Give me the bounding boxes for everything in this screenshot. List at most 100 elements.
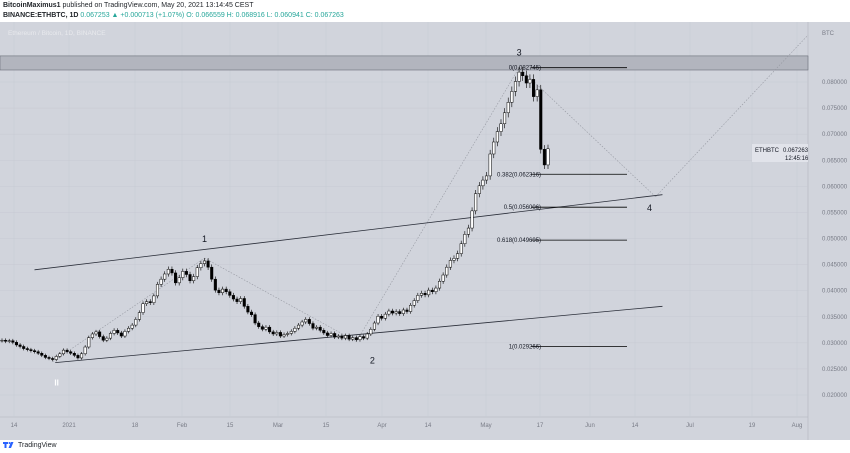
- resistance-zone: [0, 55, 809, 71]
- chart-title: Ethereum / Bitcoin, 1D, BINANCE: [8, 30, 106, 37]
- last-price-label: 0.067263: [783, 148, 809, 154]
- candle-body: [492, 141, 496, 155]
- tradingview-logo[interactable]: TradingView: [3, 441, 57, 449]
- candle-body: [76, 355, 80, 359]
- candle-body: [105, 337, 109, 341]
- candle-body: [416, 295, 420, 301]
- candle-body: [542, 149, 546, 166]
- candle-body: [130, 324, 134, 329]
- price-tick-label: 0.040000: [822, 289, 848, 295]
- price-chart[interactable]: 0(0.082745) 0.382(0.062316) 0.5(0.056006) 0…: [0, 22, 850, 440]
- candle-body: [51, 358, 55, 360]
- candle-body: [134, 319, 138, 326]
- candle-body: [108, 333, 112, 339]
- candle-body: [336, 335, 340, 338]
- grid-lines: [0, 22, 808, 417]
- time-tick-label: 19: [749, 423, 756, 429]
- candle-body: [329, 333, 333, 336]
- candle-body: [231, 295, 235, 300]
- ohlc-values: O: 0.066559 H: 0.068916 L: 0.060941 C: 0…: [186, 12, 344, 19]
- time-tick-label: 2021: [62, 423, 76, 429]
- price-tick-label: 0.035000: [822, 315, 848, 321]
- candle-body: [282, 334, 286, 337]
- fib-level-label: 0.618(0.049695): [497, 238, 541, 244]
- candle-body: [249, 311, 254, 315]
- wave-path-segment: [356, 67, 520, 342]
- candle-body: [474, 193, 478, 212]
- candle-body: [22, 346, 26, 349]
- candle-body: [286, 333, 290, 335]
- price-scale-background: [808, 22, 850, 417]
- candle-body: [466, 227, 470, 235]
- candle-body: [546, 148, 550, 166]
- candlesticks: [0, 66, 550, 362]
- candle-body: [224, 288, 228, 292]
- channel-lower-line[interactable]: [55, 305, 663, 364]
- time-tick-label: 18: [132, 423, 139, 429]
- candle-body: [278, 332, 282, 337]
- wave-path-segment: [204, 257, 357, 342]
- candle-body: [391, 310, 395, 314]
- time-scale-background: [0, 417, 850, 440]
- candle-body: [7, 340, 11, 342]
- candle-body: [177, 277, 181, 284]
- candle-body: [380, 315, 384, 319]
- candle-body: [4, 339, 8, 342]
- candle-body: [192, 276, 196, 282]
- candle-body: [33, 350, 37, 352]
- candle-body: [40, 353, 44, 356]
- candle-body: [101, 336, 105, 341]
- candle-body: [152, 295, 156, 303]
- candle-body: [87, 337, 91, 348]
- price-axis[interactable]: 0.080000 0.075000 0.070000 0.065000 0.060000…: [822, 80, 848, 399]
- candle-body: [300, 321, 304, 326]
- candle-body: [372, 322, 376, 330]
- tradingview-logo-icon: [3, 442, 14, 448]
- candle-body: [524, 75, 528, 84]
- symbol-line: BINANCE:ETHBTC, 1D 0.067253 ▲ +0.000713 …: [3, 12, 344, 19]
- time-axis[interactable]: 14 2021 18 Feb 15 Mar 15 Apr 14 May 17 Jun 14 Jul 19 Au…: [11, 423, 803, 429]
- tradingview-brand: TradingView: [18, 441, 57, 449]
- candle-body: [430, 289, 434, 292]
- candle-body: [174, 272, 178, 284]
- candle-body: [340, 335, 344, 339]
- time-tick-label: Feb: [177, 423, 188, 429]
- countdown-label: 12:45:16: [785, 156, 809, 162]
- wave-labels: 1 2 3 4 II: [54, 48, 652, 388]
- resistance-zone-box[interactable]: [0, 55, 809, 71]
- price-tick-label: 0.045000: [822, 263, 848, 269]
- price-change: 0.067253 ▲ +0.000713 (+1.07%): [80, 12, 185, 19]
- candle-body: [485, 175, 489, 181]
- candle-body: [532, 79, 536, 97]
- price-tick-label: 0.050000: [822, 237, 848, 243]
- candle-body: [503, 112, 507, 124]
- candle-body: [369, 329, 373, 335]
- candle-body: [423, 293, 427, 296]
- footer: TradingView: [0, 440, 850, 453]
- chart-header: BitcoinMaximus1 published on TradingView…: [0, 0, 850, 22]
- candle-body: [181, 271, 185, 278]
- candle-body: [141, 303, 145, 313]
- wave-label-4: 4: [647, 203, 652, 213]
- published-text: published on TradingView.com, May 20, 20…: [62, 2, 254, 9]
- candle-body: [499, 123, 503, 132]
- candle-body: [271, 331, 275, 335]
- candle-body: [18, 344, 22, 347]
- candle-body: [47, 357, 51, 359]
- time-tick-label: 17: [537, 423, 544, 429]
- candle-body: [170, 269, 174, 274]
- time-tick-label: Aug: [792, 423, 803, 429]
- time-tick-label: Jul: [686, 423, 694, 429]
- candle-body: [166, 269, 170, 275]
- time-tick-label: 14: [632, 423, 639, 429]
- author-name[interactable]: BitcoinMaximus1: [3, 2, 61, 9]
- candle-body: [419, 293, 423, 296]
- chart-canvas[interactable]: 0(0.082745) 0.382(0.062316) 0.5(0.056006) 0…: [0, 22, 850, 440]
- candle-body: [257, 322, 261, 327]
- fibonacci-retracement[interactable]: 0(0.082745) 0.382(0.062316) 0.5(0.056006) 0…: [497, 66, 627, 351]
- candle-body: [398, 311, 402, 314]
- candle-body: [401, 309, 405, 314]
- candle-body: [119, 332, 123, 337]
- candle-body: [145, 301, 149, 304]
- candle-body: [438, 281, 442, 289]
